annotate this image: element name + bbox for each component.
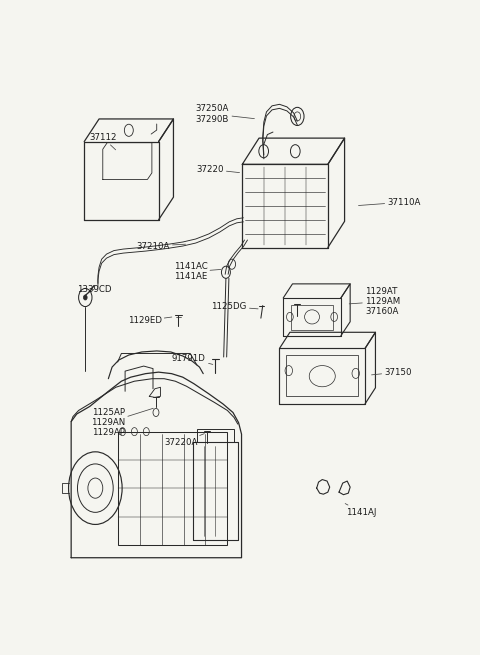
Text: 37110A: 37110A [359,198,421,207]
Text: 37210A: 37210A [136,242,186,251]
Bar [118,432,228,545]
Text: 37250A
37290B: 37250A 37290B [196,104,254,124]
Text: 1129ED: 1129ED [128,316,172,325]
Text: 91791D: 91791D [172,354,213,364]
Circle shape [84,295,87,300]
Text: 37220: 37220 [196,165,240,174]
Text: 1125DG: 1125DG [211,302,258,311]
Text: 37112: 37112 [89,133,117,150]
Text: 37150: 37150 [372,367,412,377]
Bar [290,305,334,329]
Text: 1339CD: 1339CD [77,285,111,294]
Bar [286,355,359,396]
Bar [197,429,234,441]
Text: 1141AJ: 1141AJ [345,504,377,517]
Text: 37220A: 37220A [164,434,204,447]
Text: 1141AC
1141AE: 1141AC 1141AE [174,262,221,282]
Text: 1129AT
1129AM
37160A: 1129AT 1129AM 37160A [349,287,400,316]
Text: 1125AP
1129AN
1129AP: 1125AP 1129AN 1129AP [91,407,153,438]
